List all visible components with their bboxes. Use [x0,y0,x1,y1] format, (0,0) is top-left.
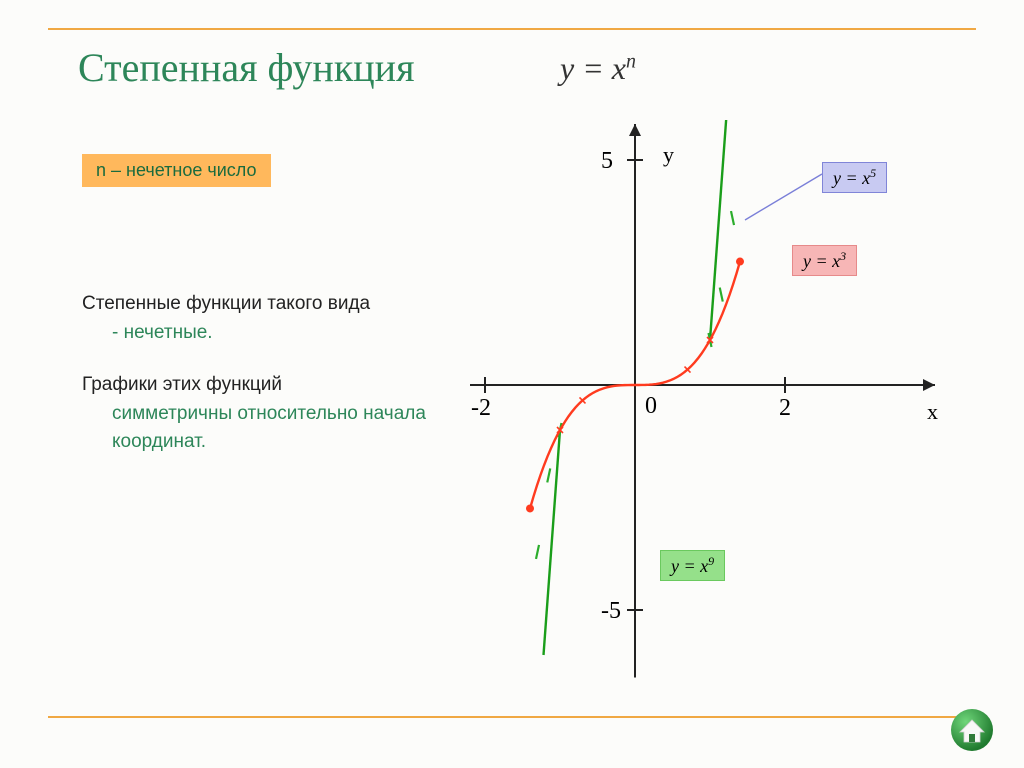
func-label: y = x3 [792,245,857,276]
power-function-chart: -2 2 5 -5 0 y x y = x5 y = x3 y = x9 [470,120,940,680]
power-formula: y = xn [560,50,636,87]
n-odd-badge: n – нечетное число [82,154,271,187]
desc-line-1b: - нечетные. [82,319,462,348]
top-rule [48,28,976,30]
svg-text:-5: -5 [601,598,621,624]
func-label: y = x9 [660,550,725,581]
home-icon [948,706,996,754]
svg-text:5: 5 [601,148,613,174]
slide-title: Степенная функция [78,44,414,91]
svg-text:-2: -2 [471,395,491,421]
chart-svg: -2 2 5 -5 0 y x [470,120,940,680]
func-label: y = x5 [822,162,887,193]
desc-line-1: Степенные функции такого вида [82,293,370,314]
desc-line-2: Графики этих функций [82,374,282,395]
home-button[interactable] [948,706,996,754]
bottom-rule [48,716,976,718]
svg-text:x: x [927,399,938,424]
svg-text:2: 2 [779,395,791,421]
desc-line-2b: симметричны относительно начала координа… [82,400,462,457]
description-text: Степенные функции такого вида - нечетные… [82,290,462,481]
slide: Степенная функция y = xn n – нечетное чи… [0,0,1024,768]
svg-text:0: 0 [645,393,657,419]
svg-text:y: y [663,142,674,167]
